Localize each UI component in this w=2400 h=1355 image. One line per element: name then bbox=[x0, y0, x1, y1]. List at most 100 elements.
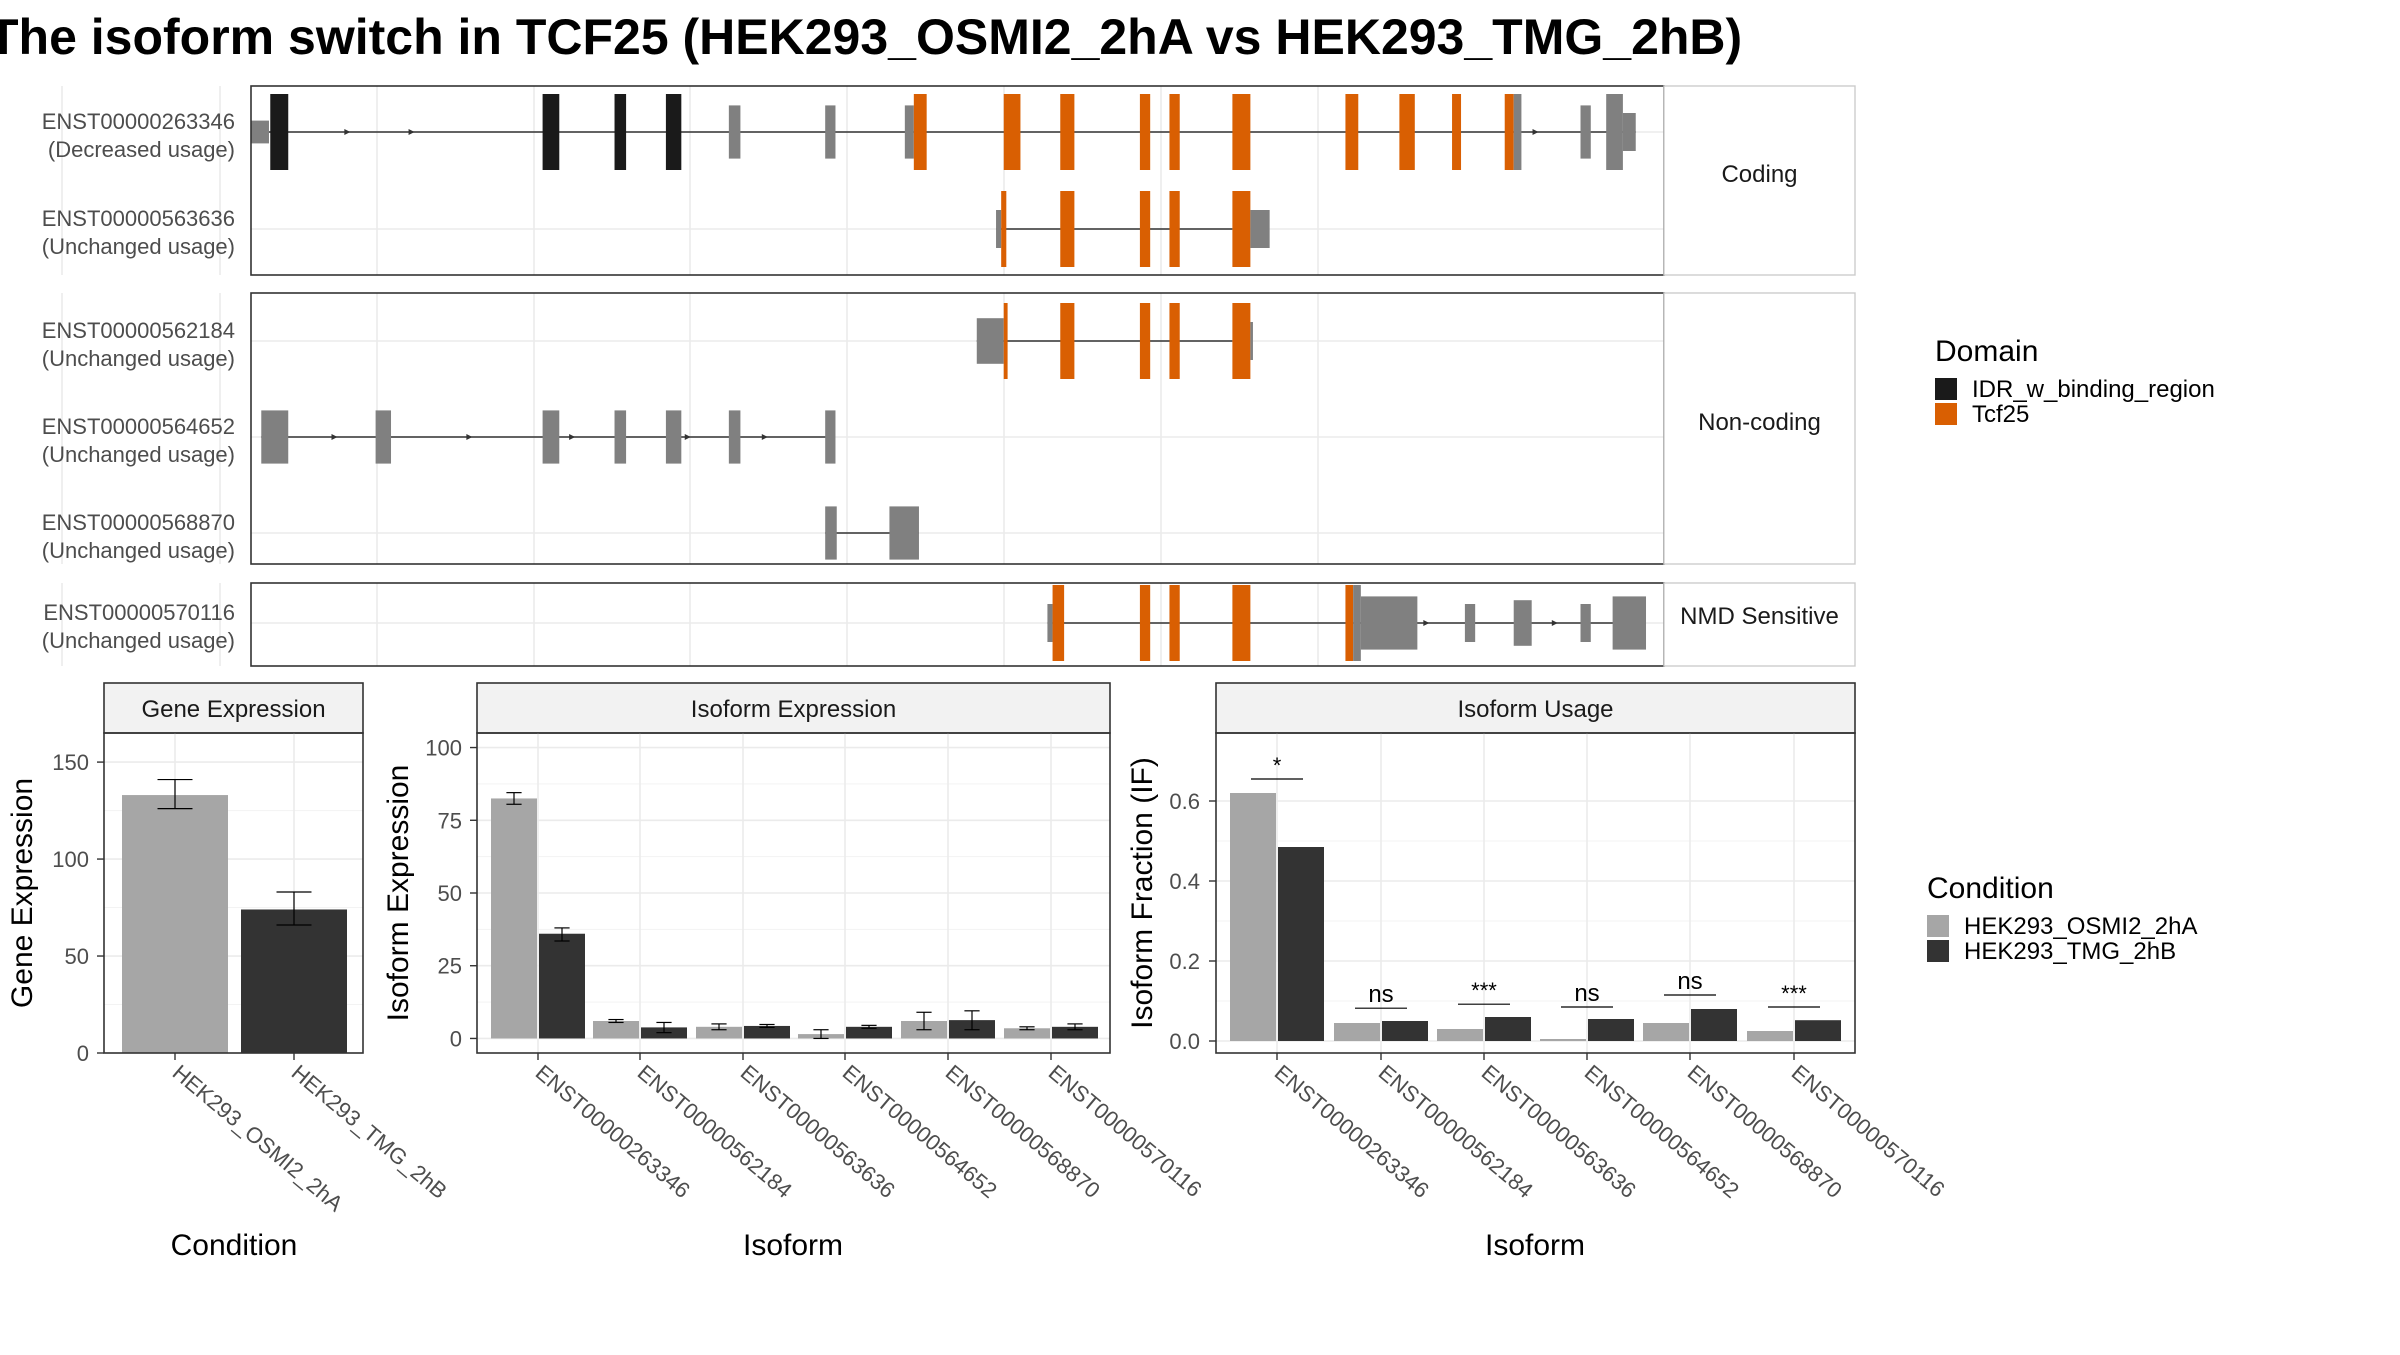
tcf25-domain-exon bbox=[1139, 191, 1151, 267]
legend-label: Tcf25 bbox=[1972, 401, 2029, 428]
utr-exon bbox=[1606, 94, 1623, 170]
legend-swatch bbox=[1927, 940, 1949, 962]
tcf25-domain-exon bbox=[1232, 585, 1251, 661]
tcf25-domain-exon bbox=[1169, 585, 1180, 661]
structure-group-nmd-sensitive: ENST00000570116 (Unchanged usage) NMD Sens… bbox=[42, 582, 1856, 667]
tcf25-domain-exon bbox=[1232, 94, 1251, 170]
tcf25-domain-exon bbox=[1504, 94, 1514, 170]
tcf25-domain-exon bbox=[1452, 94, 1462, 170]
tcf25-domain-exon bbox=[1003, 303, 1008, 379]
panel-strip bbox=[103, 682, 364, 734]
direction-arrow bbox=[761, 434, 768, 440]
tcf25-domain-exon bbox=[1139, 303, 1151, 379]
transcript-ENST00000570116: ENST00000570116 (Unchanged usage) bbox=[42, 585, 1647, 661]
transcript-id-label: ENST00000570116 bbox=[43, 600, 235, 625]
panel-strip bbox=[1215, 682, 1856, 734]
y-axis-title: Isoform Expression bbox=[382, 765, 415, 1022]
significance-label: *** bbox=[1471, 978, 1497, 1003]
utr-exon bbox=[1580, 105, 1591, 159]
transcript-ENST00000263346: ENST00000263346 (Decreased usage) bbox=[42, 94, 1636, 170]
y-tick-label: 0 bbox=[450, 1026, 462, 1051]
tcf25-domain-exon bbox=[1052, 585, 1065, 661]
utr-exon bbox=[1513, 600, 1532, 646]
tcf25-domain-exon bbox=[1345, 94, 1359, 170]
direction-arrow bbox=[466, 434, 473, 440]
facet-strip bbox=[1663, 582, 1856, 667]
transcript-structure-plot: ENST00000263346(Decreased usage)ENST0000… bbox=[42, 85, 1856, 667]
direction-arrow bbox=[408, 129, 415, 135]
utr-exon bbox=[261, 410, 289, 464]
significance-label: ns bbox=[1677, 968, 1702, 995]
bar bbox=[539, 933, 585, 1039]
facet-strip-label: Non-coding bbox=[1698, 409, 1821, 436]
legend-label: HEK293_OSMI2_2hA bbox=[1964, 913, 2197, 940]
tcf25-domain-exon bbox=[1060, 94, 1075, 170]
transcript-usage-label: (Unchanged usage) bbox=[42, 442, 235, 467]
bar bbox=[1747, 1031, 1793, 1041]
y-tick-label: 100 bbox=[52, 847, 89, 872]
legend-title: Condition bbox=[1927, 872, 2054, 905]
facet-strip bbox=[1663, 292, 1856, 565]
panel-strip bbox=[476, 682, 1111, 734]
legend-title: Domain bbox=[1935, 335, 2038, 368]
legend-swatch bbox=[1935, 378, 1957, 400]
idr-domain-exon bbox=[542, 94, 560, 170]
utr-exon bbox=[1360, 596, 1418, 650]
significance-label: ns bbox=[1574, 980, 1599, 1007]
bar bbox=[1278, 847, 1324, 1041]
utr-exon bbox=[889, 506, 919, 560]
bar bbox=[1795, 1020, 1841, 1041]
panel-border bbox=[476, 732, 1111, 1054]
significance-label: ns bbox=[1368, 981, 1393, 1008]
facet-strip-label: Coding bbox=[1721, 161, 1797, 188]
y-tick-label: 50 bbox=[438, 881, 462, 906]
y-tick-label: 0.2 bbox=[1169, 949, 1200, 974]
legend-swatch bbox=[1927, 915, 1949, 937]
bar bbox=[1004, 1028, 1050, 1039]
significance-label: *** bbox=[1781, 981, 1807, 1006]
bar bbox=[491, 798, 537, 1039]
bar bbox=[122, 795, 228, 1053]
direction-arrow bbox=[569, 434, 576, 440]
utr-exon bbox=[904, 105, 914, 159]
facet-strip-label: NMD Sensitive bbox=[1680, 603, 1839, 630]
x-axis-title: Isoform bbox=[743, 1229, 843, 1262]
panel-title: Isoform Usage bbox=[1457, 696, 1613, 723]
bar bbox=[846, 1026, 892, 1039]
transcript-ENST00000568870: ENST00000568870 (Unchanged usage) bbox=[42, 506, 919, 563]
tcf25-domain-exon bbox=[1060, 191, 1075, 267]
y-tick-label: 100 bbox=[425, 736, 462, 761]
structure-group-non-coding: ENST00000562184 (Unchanged usage) ENST0000… bbox=[42, 292, 1856, 565]
idr-domain-exon bbox=[665, 94, 682, 170]
transcript-id-label: ENST00000263346 bbox=[42, 109, 235, 134]
bar bbox=[1588, 1019, 1634, 1041]
utr-exon bbox=[1622, 113, 1636, 151]
tcf25-domain-exon bbox=[1139, 94, 1151, 170]
y-tick-label: 25 bbox=[438, 954, 462, 979]
x-axis-title: Isoform bbox=[1485, 1229, 1585, 1262]
utr-exon bbox=[1250, 322, 1253, 360]
y-tick-label: 50 bbox=[65, 944, 89, 969]
direction-arrow bbox=[1532, 129, 1539, 135]
utr-exon bbox=[542, 410, 560, 464]
y-axis-title: Gene Expression bbox=[6, 778, 39, 1008]
panel-isoform-expression: Isoform Expression0255075100ENST00000263… bbox=[382, 682, 1207, 1262]
legend-label: HEK293_TMG_2hB bbox=[1964, 938, 2176, 965]
utr-exon bbox=[976, 318, 1004, 364]
tcf25-domain-exon bbox=[1345, 585, 1354, 661]
figure-title: The isoform switch in TCF25 (HEK293_OSMI… bbox=[0, 9, 1742, 65]
panel-title: Gene Expression bbox=[141, 696, 325, 723]
transcript-id-label: ENST00000562184 bbox=[42, 318, 235, 343]
tcf25-domain-exon bbox=[1139, 585, 1151, 661]
y-tick-label: 0.6 bbox=[1169, 789, 1200, 814]
utr-exon bbox=[1580, 604, 1591, 642]
transcript-id-label: ENST00000564652 bbox=[42, 414, 235, 439]
tcf25-domain-exon bbox=[1003, 94, 1021, 170]
tcf25-domain-exon bbox=[1232, 303, 1251, 379]
tcf25-domain-exon bbox=[1060, 303, 1075, 379]
